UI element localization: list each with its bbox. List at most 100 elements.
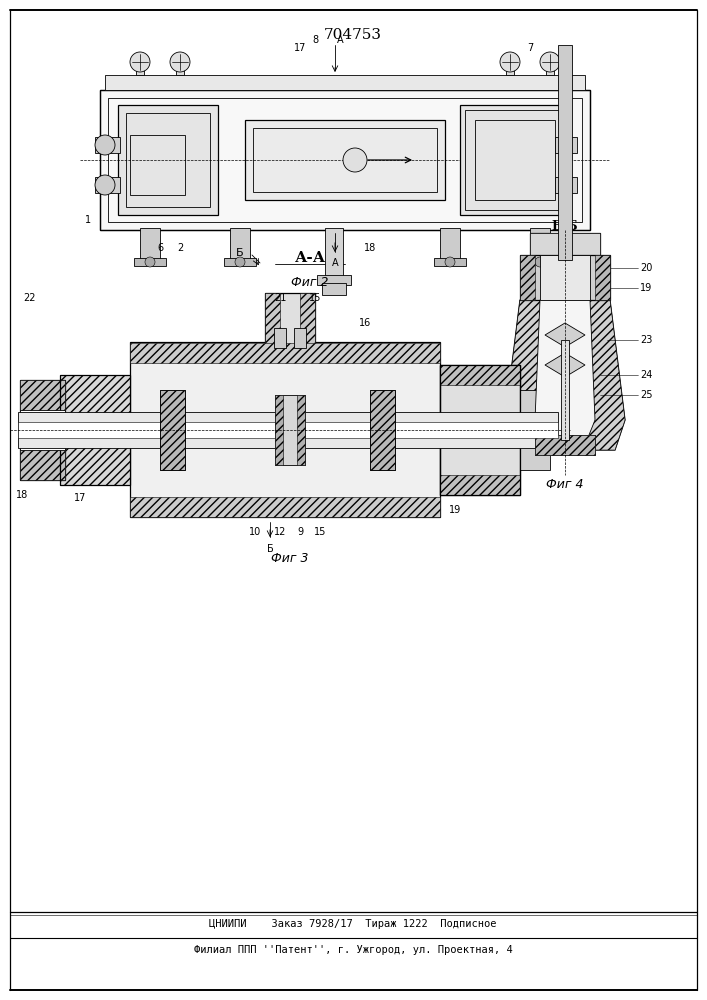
Circle shape — [235, 257, 245, 267]
Bar — [274, 328, 286, 348]
Text: Б: Б — [267, 544, 274, 554]
Bar — [20, 380, 65, 480]
Bar — [294, 328, 306, 348]
Bar — [520, 390, 550, 470]
Polygon shape — [545, 323, 585, 347]
Bar — [130, 497, 440, 517]
Text: 704753: 704753 — [324, 28, 382, 42]
Circle shape — [145, 257, 155, 267]
Bar — [506, 61, 514, 75]
Circle shape — [540, 52, 560, 72]
Text: 15: 15 — [309, 293, 321, 303]
Bar — [224, 258, 256, 266]
Text: 18: 18 — [16, 490, 28, 500]
Text: 20: 20 — [640, 263, 653, 273]
Bar — [520, 255, 535, 300]
Bar — [245, 120, 445, 200]
Bar — [95, 137, 120, 153]
Bar — [20, 380, 65, 480]
Bar — [535, 435, 595, 455]
Bar — [275, 395, 305, 465]
Circle shape — [500, 52, 520, 72]
Bar — [100, 90, 590, 230]
Bar — [325, 228, 343, 280]
Bar — [176, 61, 184, 75]
Bar — [535, 435, 595, 455]
Circle shape — [343, 148, 367, 172]
Polygon shape — [535, 300, 595, 445]
Bar — [100, 90, 590, 230]
Bar — [530, 233, 600, 255]
Text: 21: 21 — [274, 293, 286, 303]
Text: 25: 25 — [640, 390, 653, 400]
Bar — [434, 258, 466, 266]
Bar — [440, 475, 520, 495]
Bar — [130, 342, 440, 517]
Text: А-А: А-А — [294, 251, 325, 265]
Text: 10: 10 — [249, 527, 261, 537]
Text: 12: 12 — [274, 527, 286, 537]
Text: 9: 9 — [297, 527, 303, 537]
Text: Фиг 4: Фиг 4 — [547, 479, 584, 491]
Bar — [60, 375, 130, 485]
Bar — [300, 293, 315, 353]
Polygon shape — [505, 300, 625, 450]
Circle shape — [535, 257, 545, 267]
Text: Фиг 2: Фиг 2 — [291, 275, 329, 288]
Bar — [95, 177, 120, 193]
Bar — [440, 365, 520, 495]
Text: 17: 17 — [74, 493, 86, 503]
Circle shape — [445, 257, 455, 267]
Bar — [524, 258, 556, 266]
Bar — [105, 75, 585, 90]
Bar — [440, 365, 520, 495]
Bar — [275, 395, 283, 465]
Text: 18: 18 — [364, 243, 376, 253]
Bar — [134, 258, 166, 266]
Text: A: A — [332, 258, 339, 268]
Circle shape — [130, 52, 150, 72]
Text: 15: 15 — [314, 527, 326, 537]
Polygon shape — [505, 300, 625, 450]
Bar — [555, 137, 577, 153]
Text: 24: 24 — [640, 370, 653, 380]
Text: ЦНИИПИ    Заказ 7928/17  Тираж 1222  Подписное: ЦНИИПИ Заказ 7928/17 Тираж 1222 Подписно… — [209, 919, 497, 929]
Bar — [558, 45, 572, 260]
Text: Б-Б: Б-Б — [551, 221, 578, 233]
Bar — [540, 255, 590, 300]
Text: 16: 16 — [359, 318, 371, 328]
Bar — [370, 390, 395, 470]
Bar — [230, 228, 250, 260]
Bar — [475, 120, 555, 200]
Text: 19: 19 — [449, 505, 461, 515]
Bar — [265, 293, 280, 353]
Bar — [160, 390, 185, 470]
Bar — [561, 340, 569, 440]
Text: 8: 8 — [312, 35, 318, 45]
Text: 17: 17 — [294, 43, 306, 53]
Bar — [118, 105, 218, 215]
Bar — [18, 412, 558, 448]
Text: 2: 2 — [177, 243, 183, 253]
Bar — [317, 275, 351, 285]
Bar — [297, 395, 305, 465]
Bar — [460, 105, 570, 215]
Bar — [370, 390, 395, 470]
Text: 11: 11 — [549, 395, 561, 405]
Bar — [530, 228, 550, 260]
Bar — [160, 390, 185, 470]
Text: Б: Б — [236, 248, 244, 258]
Text: 5: 5 — [557, 243, 563, 253]
Bar — [126, 113, 210, 207]
Text: 6: 6 — [157, 243, 163, 253]
Circle shape — [170, 52, 190, 72]
Text: 7: 7 — [527, 43, 533, 53]
Bar — [130, 343, 440, 363]
Bar — [595, 255, 610, 300]
Text: Филиал ППП ''Патент'', г. Ужгород, ул. Проектная, 4: Филиал ППП ''Патент'', г. Ужгород, ул. П… — [194, 945, 513, 955]
Circle shape — [95, 135, 115, 155]
Text: A: A — [337, 35, 344, 45]
Text: Фиг 3: Фиг 3 — [271, 552, 309, 566]
Bar — [60, 375, 130, 485]
Circle shape — [95, 175, 115, 195]
